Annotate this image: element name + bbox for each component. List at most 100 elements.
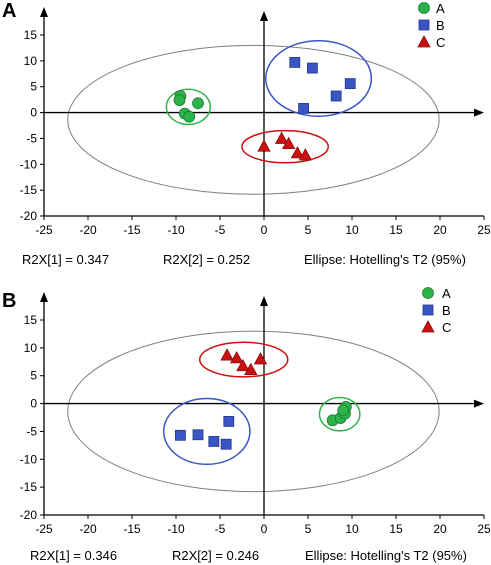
panel-a-y-tick-label: 10 <box>24 54 38 68</box>
panel-a-group-c-ellipse <box>241 129 329 164</box>
panel-b-score-plot: B A B C R2X[1] = 0.346 R2X[2] = 0.246 El… <box>2 286 491 563</box>
panel-a-x-tick-label: -10 <box>167 223 185 237</box>
panel-a-x-tick-label: 20 <box>433 223 447 237</box>
panel-b-y-tick-label: -15 <box>20 480 38 494</box>
panel-b-x-tick-label: 15 <box>389 522 403 536</box>
panel-a-y-tick-label: -10 <box>20 157 38 171</box>
panel-a-legend: A B C <box>436 1 445 50</box>
panel-a-x-tick-label: -15 <box>123 223 141 237</box>
panel-b-hotelling-ellipse <box>67 330 440 493</box>
panel-a-group-c-triangle-point <box>290 146 305 159</box>
panel-a-group-c-triangle-point <box>281 136 296 149</box>
panel-a-x-tick-label: 0 <box>261 223 268 237</box>
panel-b-left-frame-arrow <box>40 292 48 302</box>
panel-b-x-tick-label: -25 <box>35 522 53 536</box>
panel-b-r2x1-text: R2X[1] = 0.346 <box>30 548 117 563</box>
panel-b-x-tick-label: 5 <box>305 522 312 536</box>
panel-b-group-b-square-point <box>174 429 186 441</box>
panel-b-group-c-triangle-point <box>253 352 268 365</box>
panel-b-legend-c-marker <box>421 320 435 333</box>
panel-b-x-tick-label: -10 <box>167 522 185 536</box>
panel-b-legend-a-marker <box>422 287 434 299</box>
panel-b-x-tick-label: -5 <box>215 522 226 536</box>
panel-b-x-axis-arrow <box>474 399 484 408</box>
panel-b-group-c-triangle-point <box>236 358 250 372</box>
panel-a-y-tick-label: 15 <box>24 28 38 42</box>
panel-b-x-tick-label: 10 <box>345 522 359 536</box>
panel-b-legend: A B C <box>442 286 451 335</box>
panel-b-group-c-triangle-point <box>220 348 234 361</box>
panel-a-y-tick-label: 0 <box>30 106 37 120</box>
panel-a-left-frame-arrow <box>40 7 48 17</box>
panel-a-legend-a-marker <box>418 2 430 14</box>
panel-a-group-b-square-point <box>330 90 342 102</box>
panel-a-legend-c-label: C <box>436 35 445 50</box>
panel-b-group-a-ellipse <box>318 396 361 432</box>
panel-b-x-tick-label: -15 <box>123 522 141 536</box>
panel-a-group-b-square-point <box>344 78 356 90</box>
panel-b-group-c-triangle-point <box>244 362 258 375</box>
panel-a-r2x1-text: R2X[1] = 0.347 <box>22 252 109 267</box>
panel-b-legend-b-marker <box>422 304 434 316</box>
panel-a-y-tick-label: -15 <box>20 183 38 197</box>
panel-a-y-tick-label: 5 <box>30 80 37 94</box>
panel-a-ellipse-caption: Ellipse: Hotelling's T2 (95%) <box>304 252 466 267</box>
panel-a-group-b-square-point <box>289 57 301 68</box>
panel-a-group-c-triangle-point <box>298 148 313 161</box>
panel-b-x-tick-label: 0 <box>261 522 268 536</box>
panel-b-group-b-ellipse <box>162 397 251 466</box>
panel-a-x-tick-label: 5 <box>305 223 312 237</box>
panel-b-group-a-circle-point <box>337 404 350 417</box>
panel-b-legend-c-label: C <box>442 320 451 335</box>
panel-b-legend-b-label: B <box>442 303 451 318</box>
panel-b-r2x2-text: R2X[2] = 0.246 <box>172 548 259 563</box>
panel-a-group-b-ellipse <box>265 39 373 117</box>
panel-a-group-c-triangle-point <box>257 139 271 152</box>
panel-a-group-a-circle-point <box>192 97 204 110</box>
panel-a-y-axis-arrow <box>260 11 268 21</box>
panel-b-group-c-triangle-point <box>230 351 244 364</box>
panel-a-legend-b-marker <box>418 19 430 31</box>
panel-a-legend-a-label: A <box>436 1 445 16</box>
panel-a-group-a-ellipse <box>165 88 212 126</box>
panel-b-group-c-ellipse <box>199 341 289 378</box>
panel-a-y-tick-label: -20 <box>20 209 38 223</box>
panel-b-group-b-square-point <box>192 429 204 441</box>
panel-b-x-tick-label: 20 <box>433 522 447 536</box>
panel-a-score-plot: A A B C R2X[1] = 0.347 R2X[2] = 0.252 El… <box>2 0 491 267</box>
panel-b-y-tick-label: -20 <box>20 508 38 522</box>
panel-b-x-tick-label: -20 <box>79 522 97 536</box>
panel-b-legend-a-label: A <box>442 286 451 301</box>
panel-b-y-tick-label: 15 <box>24 313 38 327</box>
panel-b-y-axis-arrow <box>260 296 268 306</box>
panel-a-y-tick-label: -5 <box>26 131 37 145</box>
panel-a-group-a-circle-point <box>183 110 196 123</box>
panel-b-group-b-square-point <box>208 436 220 447</box>
panel-a-r2x2-text: R2X[2] = 0.252 <box>163 252 250 267</box>
panel-b-ellipse-caption: Ellipse: Hotelling's T2 (95%) <box>305 548 467 563</box>
panel-b-y-tick-label: 10 <box>24 341 38 355</box>
panel-a-group-c-triangle-point <box>274 131 289 144</box>
panel-b-group-b-square-point <box>223 415 235 427</box>
panel-a-group-b-square-point <box>298 103 310 114</box>
panel-a-x-tick-label: 10 <box>345 223 359 237</box>
panel-b-y-tick-label: -10 <box>20 452 38 466</box>
panel-b-label: B <box>2 290 16 312</box>
panel-a-x-axis-arrow <box>474 108 484 117</box>
panel-a-group-b-square-point <box>306 62 318 74</box>
panel-a-legend-c-marker <box>417 35 431 48</box>
panel-b-y-tick-label: -5 <box>26 424 37 438</box>
panel-a-x-tick-label: 15 <box>389 223 403 237</box>
panel-b-y-tick-label: 5 <box>30 369 37 383</box>
panel-a-hotelling-ellipse <box>67 44 440 195</box>
panel-a-x-tick-label: -25 <box>35 223 53 237</box>
panel-a-legend-b-label: B <box>436 18 445 33</box>
panel-a-x-tick-label: -5 <box>215 223 226 237</box>
panel-a-x-tick-label: -20 <box>79 223 97 237</box>
panel-b-y-tick-label: 0 <box>30 397 37 411</box>
panel-a-x-tick-label: 25 <box>477 223 491 237</box>
panel-a-group-a-circle-point <box>173 94 186 107</box>
panel-b-group-b-square-point <box>220 438 232 450</box>
panel-a-label: A <box>2 0 16 22</box>
